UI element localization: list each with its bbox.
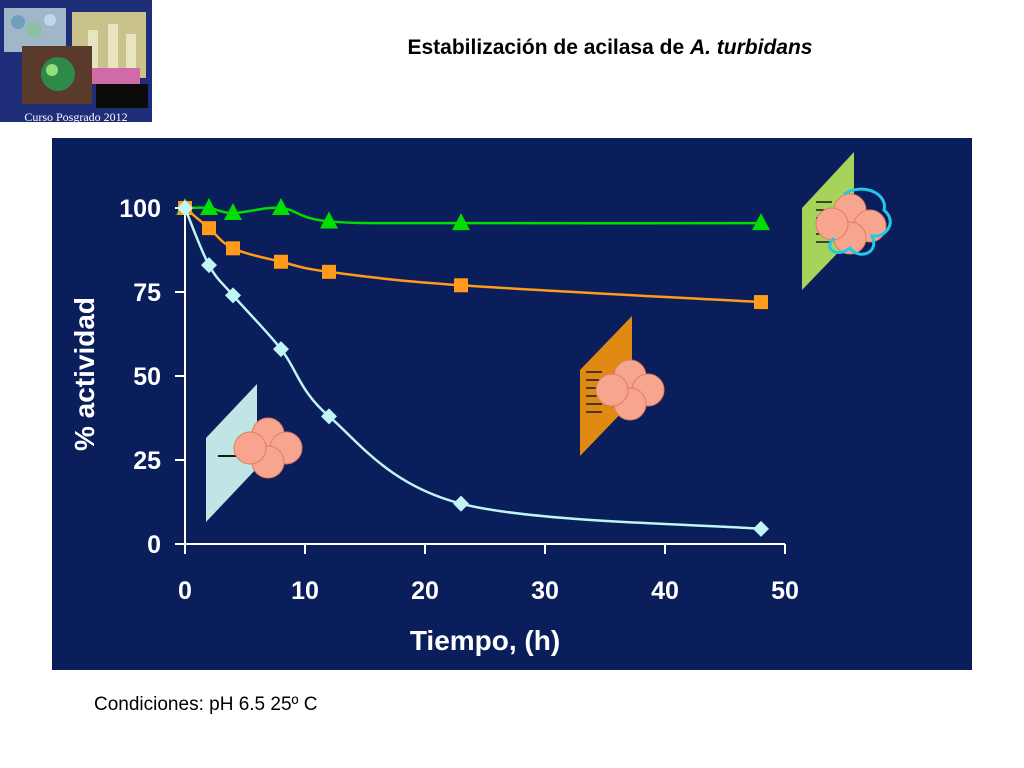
- data-point-diamond: [453, 495, 469, 512]
- conditions-note: Condiciones: pH 6.5 25º C: [94, 694, 318, 715]
- data-point-triangle: [320, 211, 338, 229]
- y-tick-label: 0: [147, 531, 161, 559]
- support-orange-illustration: [580, 316, 665, 456]
- y-tick-label: 25: [133, 447, 161, 475]
- support-cyan-illustration: [206, 384, 303, 522]
- series-line-diamond: [183, 207, 762, 531]
- slide-title-text: Estabilización de acilasa de: [407, 36, 690, 59]
- series-layer: [176, 198, 770, 537]
- data-point-square: [754, 295, 768, 310]
- slide-title: Estabilización de acilasa de A. turbidan…: [260, 36, 960, 60]
- data-point-diamond: [177, 200, 193, 216]
- x-axis-ticks: 0 10 20 30 40 50: [178, 544, 799, 605]
- data-point-diamond: [273, 341, 289, 358]
- activity-chart: 0 25 50 75 100 0 10 20 30 40 50 Tiempo, (h) % act…: [52, 138, 972, 670]
- data-point-square: [274, 254, 288, 269]
- data-point-triangle: [200, 198, 218, 215]
- x-tick-label: 30: [531, 577, 559, 605]
- data-point-triangle: [752, 213, 770, 231]
- chart-panel: 0 25 50 75 100 0 10 20 30 40 50 Tiempo, (h) % act…: [52, 138, 972, 670]
- x-tick-label: 20: [411, 577, 439, 605]
- x-tick-label: 50: [771, 577, 799, 605]
- y-tick-label: 75: [133, 279, 161, 307]
- data-point-diamond: [321, 408, 337, 425]
- x-tick-label: 40: [651, 577, 679, 605]
- logo-collage: [0, 0, 152, 122]
- x-axis-label: Tiempo, (h): [410, 625, 560, 656]
- y-axis-ticks: 0 25 50 75 100: [119, 195, 185, 559]
- data-point-square: [202, 221, 216, 236]
- course-logo: Curso Posgrado 2012: [0, 0, 152, 124]
- y-tick-label: 100: [119, 195, 161, 223]
- support-green-illustration: [802, 152, 892, 290]
- y-axis-label: % actividad: [69, 297, 100, 451]
- y-tick-label: 50: [133, 363, 161, 391]
- data-point-square: [226, 241, 240, 256]
- x-tick-label: 0: [178, 577, 192, 605]
- slide-title-species: A. turbidans: [689, 36, 813, 59]
- data-point-diamond: [225, 287, 241, 304]
- data-point-diamond: [201, 257, 217, 274]
- data-point-diamond: [753, 520, 769, 537]
- data-point-square: [454, 278, 468, 293]
- x-tick-label: 10: [291, 577, 319, 605]
- data-point-triangle: [272, 198, 290, 215]
- logo-caption: Curso Posgrado 2012: [24, 110, 128, 124]
- data-point-triangle: [452, 213, 470, 231]
- data-point-triangle: [224, 203, 242, 221]
- data-point-square: [322, 264, 336, 279]
